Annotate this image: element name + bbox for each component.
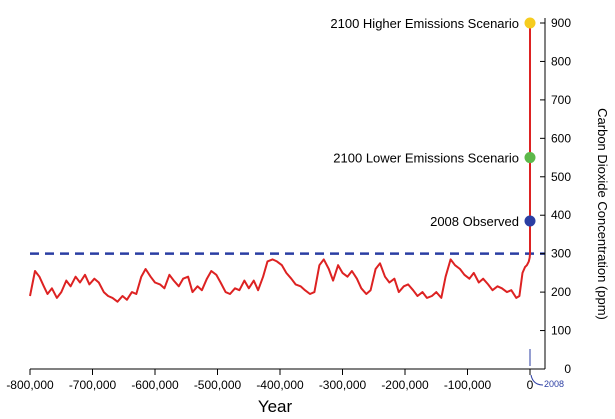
y-tick-label: 700 bbox=[551, 93, 571, 107]
y-tick-label: 500 bbox=[551, 170, 571, 184]
x-tick-label: -200,000 bbox=[381, 378, 429, 392]
y-tick-label: 200 bbox=[551, 285, 571, 299]
x-tick-label: -700,000 bbox=[69, 378, 117, 392]
y-tick-label: 400 bbox=[551, 208, 571, 222]
x-tick-label: -500,000 bbox=[194, 378, 242, 392]
callout-curve bbox=[530, 374, 544, 386]
x-tick-label: 0 bbox=[527, 378, 534, 392]
y-tick-label: 0 bbox=[564, 362, 571, 376]
x-tick-label: -800,000 bbox=[6, 378, 54, 392]
scenario-point-0 bbox=[524, 17, 536, 29]
x-tick-label: -100,000 bbox=[444, 378, 492, 392]
scenario-label: 2008 Observed bbox=[430, 214, 519, 229]
y-tick-label: 300 bbox=[551, 247, 571, 261]
y-tick-label: 900 bbox=[551, 16, 571, 30]
co2-series-line-0 bbox=[29, 23, 531, 303]
x-axis-title: Year bbox=[258, 397, 293, 416]
y-tick-label: 800 bbox=[551, 54, 571, 68]
y-tick-label: 600 bbox=[551, 131, 571, 145]
scenario-point-1 bbox=[524, 152, 536, 164]
x-tick-label: -400,000 bbox=[256, 378, 304, 392]
scenario-label: 2100 Lower Emissions Scenario bbox=[333, 151, 519, 166]
scenario-point-2 bbox=[524, 215, 536, 227]
x-tick-label: -300,000 bbox=[319, 378, 367, 392]
x-tick-label: -600,000 bbox=[131, 378, 179, 392]
y-tick-label: 100 bbox=[551, 324, 571, 338]
callout-label: 2008 bbox=[544, 379, 564, 389]
scenario-label: 2100 Higher Emissions Scenario bbox=[330, 16, 519, 31]
y-axis-title: Carbon Dioxide Concentration (ppm) bbox=[595, 108, 610, 320]
